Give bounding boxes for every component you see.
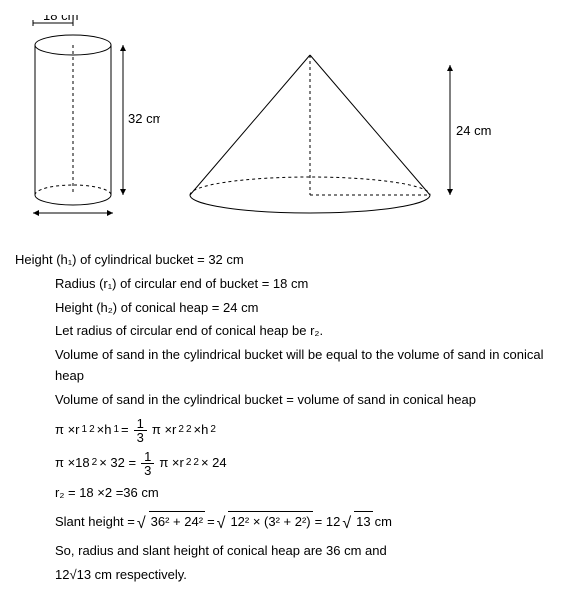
line-2: Radius (r₁) of circular end of bucket = …: [15, 274, 572, 295]
line-3: Height (h₂) of conical heap = 24 cm: [15, 298, 572, 319]
cone-diagram: 24 cm: [180, 35, 500, 225]
cylinder-diagram: 18 cm 32 cm: [15, 15, 160, 225]
line-4: Let radius of circular end of conical he…: [15, 321, 572, 342]
line-8: So, radius and slant height of conical h…: [15, 541, 572, 562]
cone-height-label: 24 cm: [456, 123, 491, 138]
line-1: Height (h₁) of cylindrical bucket = 32 c…: [15, 250, 572, 271]
equation-1: π ×r12×h1 = 13 π ×r22×h2: [15, 417, 572, 444]
line-6: Volume of sand in the cylindrical bucket…: [15, 390, 572, 411]
cylinder-top-label: 18 cm: [43, 15, 78, 23]
cylinder-height-label: 32 cm: [128, 111, 160, 126]
slant-height-eq: Slant height = √36² + 24² = √12² × (3² +…: [15, 509, 572, 535]
line-5: Volume of sand in the cylindrical bucket…: [15, 345, 572, 387]
solution-text: Height (h₁) of cylindrical bucket = 32 c…: [15, 250, 572, 586]
line-9: 12√13 cm respectively.: [15, 565, 572, 586]
equation-2: π ×182 × 32 = 13 π ×r22 × 24: [15, 450, 572, 477]
line-7: r₂ = 18 ×2 =36 cm: [15, 483, 572, 504]
